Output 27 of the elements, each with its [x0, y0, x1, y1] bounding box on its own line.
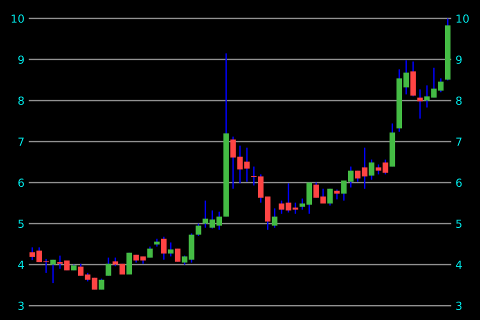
y-tick-label: 9 [18, 55, 24, 64]
y2-tick-label: 6 [456, 178, 462, 187]
candlestick [368, 158, 374, 180]
y2-tick-label: 7 [456, 138, 462, 146]
candlestick [196, 222, 202, 237]
candlestick [161, 236, 167, 260]
candlestick [168, 242, 174, 258]
candlestick [126, 252, 132, 276]
candlestick [327, 188, 333, 206]
y-tick-label: 10 [12, 14, 24, 23]
candlestick [174, 248, 180, 262]
candlestick [106, 256, 112, 276]
candlestick [50, 258, 56, 284]
y-tick-label: 8 [18, 96, 24, 105]
y-tick-label: 6 [18, 178, 24, 187]
y2-tick-label: 4 [456, 260, 462, 269]
y-tick-label: 4 [18, 260, 24, 269]
candlestick [272, 208, 278, 228]
y-tick-label: 5 [18, 220, 24, 228]
candlestick [417, 88, 423, 120]
y2-tick-label: 5 [456, 220, 462, 228]
y2-tick-label: 8 [456, 96, 462, 105]
y-tick-label: 7 [18, 138, 24, 146]
y-tick-label: 3 [18, 302, 24, 310]
y2-tick-label: 9 [456, 55, 462, 64]
y2-tick-label: 3 [456, 302, 462, 310]
y2-tick-label: 10 [456, 14, 469, 23]
